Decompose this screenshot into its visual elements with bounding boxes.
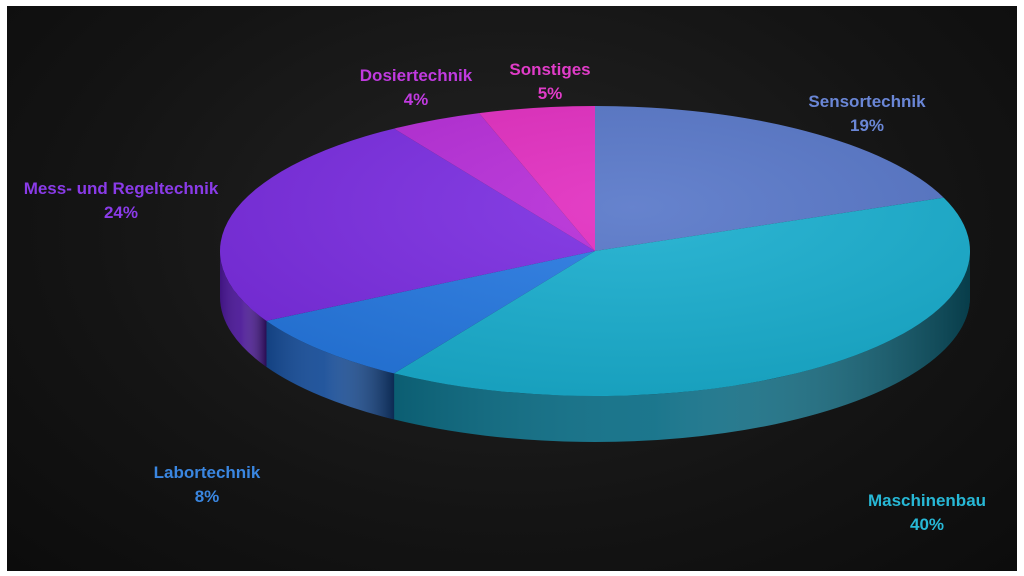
slice-label-sonstiges: Sonstiges 5%	[509, 58, 590, 106]
slice-name: Maschinenbau	[867, 491, 987, 510]
pie-side-shade-mess-und-regeltechnik	[220, 251, 267, 367]
slice-percent: 8%	[194, 487, 220, 506]
slice-percent: 40%	[909, 515, 945, 534]
slice-label-sensortechnik: Sensortechnik 19%	[808, 90, 925, 138]
pie-top	[219, 106, 970, 396]
slice-label-dosiertechnik: Dosiertechnik 4%	[360, 64, 472, 112]
slice-name: Dosiertechnik	[359, 66, 473, 85]
slice-percent: 19%	[849, 116, 885, 135]
slice-label-maschinenbau: Maschinenbau 40%	[868, 489, 986, 537]
pie-side-shade-maschinenbau	[394, 251, 970, 442]
pie-side-shade-labortechnik	[266, 320, 395, 420]
slice-name: Mess- und Regeltechnik	[23, 179, 219, 198]
slice-name: Labortechnik	[153, 463, 261, 482]
slice-label-mess-und-regeltechnik: Mess- und Regeltechnik 24%	[24, 177, 219, 225]
slice-label-labortechnik: Labortechnik 8%	[154, 461, 261, 509]
chart-frame: Sensortechnik 19% Maschinenbau 40% Labortech…	[7, 6, 1017, 571]
pie-sides	[220, 251, 970, 442]
pie-chart	[219, 106, 970, 442]
slice-percent: 5%	[537, 84, 563, 103]
slice-name: Sensortechnik	[808, 92, 926, 111]
slice-percent: 4%	[403, 90, 429, 109]
pie-top-shine	[220, 106, 970, 396]
slice-percent: 24%	[103, 203, 139, 222]
slice-name: Sonstiges	[509, 60, 591, 79]
